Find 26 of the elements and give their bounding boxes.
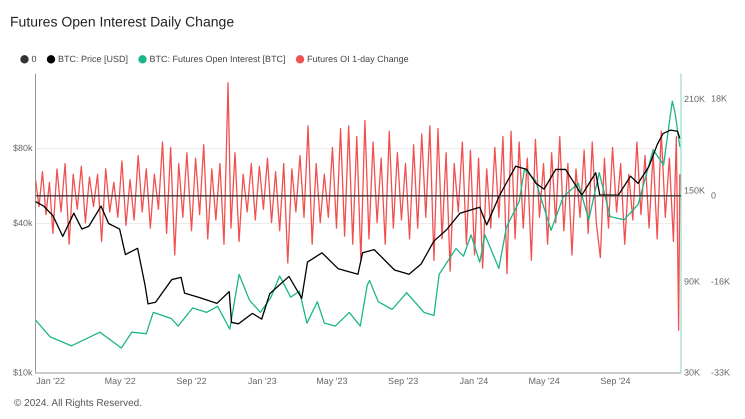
x-tick-label: May '23	[316, 376, 348, 386]
x-tick-label: Sep '23	[388, 376, 418, 386]
x-tick-label: Jan '24	[460, 376, 488, 386]
y-tick-label: $80k	[12, 143, 33, 154]
y3-tick-label: 18K	[710, 94, 728, 104]
y3-tick-label: -33K	[710, 368, 730, 378]
y3-tick-label: -16K	[710, 276, 730, 286]
y-tick-label: $40k	[12, 218, 33, 228]
y2-tick-label: 210K	[684, 94, 705, 104]
y2-tick-label: 150K	[684, 185, 705, 196]
y3-tick-label: 0	[710, 190, 716, 200]
legend-label: BTC: Futures Open Interest [BTC]	[150, 54, 286, 64]
x-tick-label: Jan '23	[248, 376, 277, 386]
y2-tick-label: 90K	[684, 276, 700, 286]
x-tick-label: May '22	[104, 376, 136, 386]
x-tick-label: Sep '22	[176, 376, 207, 386]
legend-label: 0	[32, 54, 37, 64]
legend-label: Futures OI 1-day Change	[307, 54, 409, 64]
legend-label: BTC: Price [USD]	[58, 54, 128, 64]
x-tick-label: Jan '22	[36, 376, 65, 386]
text: © 2024. All Rights Reserved.	[14, 398, 142, 409]
chart-title: Futures Open Interest Daily Change	[10, 13, 234, 30]
x-tick-label: Sep '24	[600, 376, 631, 386]
x-tick-label: May '24	[528, 376, 560, 386]
y2-tick-label: 30K	[684, 368, 700, 378]
y-tick-label: $10k	[12, 368, 33, 378]
